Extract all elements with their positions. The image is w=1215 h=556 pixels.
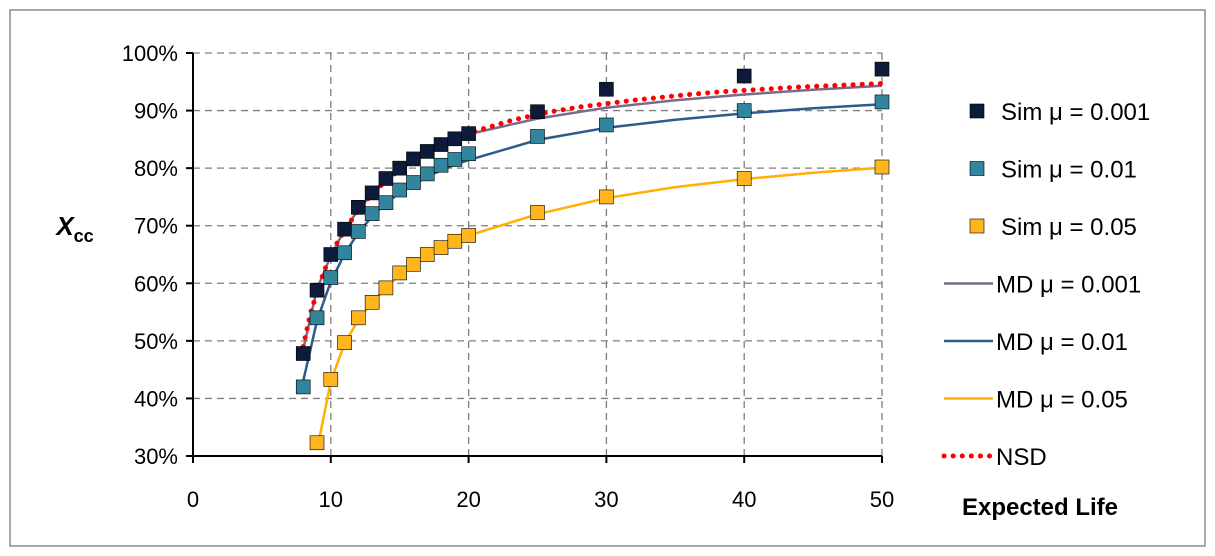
point-sim-0-001 — [392, 160, 408, 176]
point-sim-0-01 — [433, 157, 449, 173]
point-sim-0-05 — [530, 205, 545, 220]
point-sim-0-001 — [419, 144, 435, 159]
x-tick-label: 0 — [187, 487, 199, 512]
point-sim-0-01 — [364, 206, 380, 221]
x-axis-title: Expected Life — [962, 494, 1118, 521]
point-sim-0-01 — [323, 270, 339, 285]
series-layer — [295, 61, 890, 451]
point-sim-0-05 — [392, 265, 408, 281]
point-sim-0-05 — [323, 372, 339, 387]
legend-marker — [969, 103, 985, 119]
legend-label: MD μ = 0.01 — [996, 329, 1128, 356]
x-tick-label: 10 — [319, 487, 343, 512]
y-tick-label: 30% — [134, 444, 178, 469]
x-tick-label: 20 — [456, 487, 480, 512]
point-sim-0-05 — [461, 228, 476, 243]
point-sim-0-001 — [461, 126, 476, 141]
point-sim-0-001 — [530, 104, 545, 120]
legend: Sim μ = 0.001 Sim μ = 0.01 Sim μ = 0.05 MD … — [941, 99, 1150, 471]
point-sim-0-01 — [447, 152, 463, 167]
point-sim-0-01 — [309, 310, 325, 326]
y-tick-label: 50% — [134, 329, 178, 354]
legend-label: MD μ = 0.001 — [996, 272, 1141, 299]
point-sim-0-001 — [351, 199, 366, 215]
point-sim-0-01 — [406, 175, 421, 190]
point-sim-0-05 — [599, 189, 614, 205]
x-tick-label: 50 — [870, 487, 894, 512]
legend-label: Sim μ = 0.001 — [1001, 99, 1150, 126]
point-sim-0-001 — [295, 346, 311, 361]
legend-label: MD μ = 0.05 — [996, 387, 1128, 414]
point-sim-0-01 — [337, 245, 352, 261]
point-sim-0-001 — [736, 68, 752, 84]
point-sim-0-05 — [874, 159, 890, 175]
series-line-nsd — [300, 81, 885, 350]
point-sim-0-05 — [433, 240, 449, 255]
y-axis-title-subscript: cc — [74, 226, 94, 246]
x-tick-label: 40 — [732, 487, 756, 512]
point-sim-0-001 — [406, 151, 421, 167]
point-sim-0-01 — [378, 195, 394, 210]
point-sim-0-001 — [323, 247, 339, 262]
legend-label: Sim μ = 0.05 — [1001, 214, 1137, 241]
point-sim-0-01 — [295, 379, 311, 395]
y-tick-label: 60% — [134, 271, 178, 296]
point-sim-0-05 — [351, 310, 366, 326]
point-sim-0-001 — [378, 171, 394, 186]
point-sim-0-001 — [337, 221, 352, 237]
point-sim-0-05 — [406, 256, 421, 272]
point-sim-0-01 — [392, 182, 408, 198]
y-tick-label: 40% — [134, 386, 178, 411]
legend-marker — [969, 218, 985, 234]
tick-labels: 30% 40% 50% 60% 70% 80% 90% 100% 0 10 20 30 40 50 — [122, 41, 895, 512]
point-sim-0-001 — [364, 185, 380, 201]
point-sim-0-05 — [447, 233, 463, 249]
point-sim-0-001 — [874, 61, 890, 77]
point-sim-0-01 — [530, 129, 545, 144]
point-sim-0-05 — [419, 247, 435, 262]
point-sim-0-001 — [309, 282, 325, 298]
point-sim-0-05 — [364, 294, 380, 310]
x-tick-label: 30 — [594, 487, 618, 512]
grid-layer — [193, 52, 883, 456]
axes-layer — [186, 52, 883, 463]
point-sim-0-001 — [447, 131, 463, 147]
point-sim-0-05 — [309, 435, 325, 451]
point-sim-0-01 — [461, 146, 476, 162]
y-tick-label: 100% — [122, 41, 178, 66]
legend-label: Sim μ = 0.01 — [1001, 157, 1137, 184]
point-sim-0-01 — [874, 94, 890, 110]
point-sim-0-05 — [736, 171, 752, 186]
legend-marker — [969, 161, 985, 176]
point-sim-0-01 — [351, 224, 366, 239]
point-sim-0-001 — [433, 137, 449, 152]
point-sim-0-001 — [599, 81, 614, 97]
point-sim-0-01 — [419, 166, 435, 182]
y-tick-label: 90% — [134, 99, 178, 124]
point-sim-0-05 — [378, 280, 394, 296]
point-sim-0-01 — [599, 117, 614, 133]
y-tick-label: 70% — [134, 214, 178, 239]
y-axis-title-main: X — [54, 211, 75, 241]
legend-label: NSD — [996, 444, 1047, 471]
point-sim-0-05 — [337, 335, 352, 350]
y-tick-label: 80% — [134, 156, 178, 181]
point-sim-0-01 — [736, 103, 752, 118]
y-axis-title: Xcc — [54, 211, 93, 246]
